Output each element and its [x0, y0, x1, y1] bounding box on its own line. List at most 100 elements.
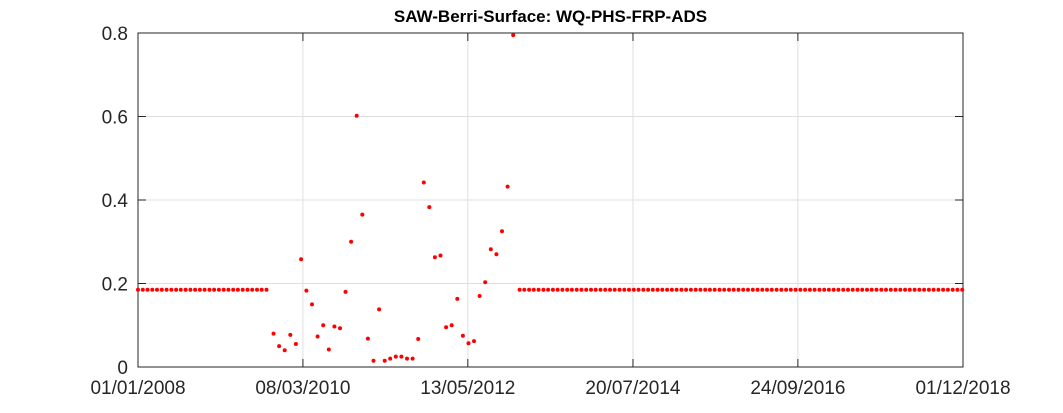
data-point — [427, 205, 432, 210]
data-point — [565, 287, 570, 292]
data-point — [855, 287, 860, 292]
data-point — [550, 287, 555, 292]
data-point — [164, 287, 169, 292]
data-point — [343, 289, 348, 294]
data-point — [288, 332, 293, 337]
data-point — [188, 287, 193, 292]
x-tick-label: 01/12/2018 — [915, 378, 1010, 399]
data-point — [560, 287, 565, 292]
data-point — [405, 356, 409, 361]
data-point — [931, 287, 936, 292]
data-point — [360, 212, 365, 217]
data-point — [941, 287, 946, 292]
data-point — [612, 287, 617, 292]
data-point — [193, 287, 198, 292]
data-point — [500, 229, 504, 234]
data-point — [517, 287, 522, 292]
data-point — [221, 287, 226, 292]
data-point — [884, 287, 888, 292]
data-point — [793, 287, 798, 292]
data-point — [869, 287, 874, 292]
data-point — [750, 287, 755, 292]
data-point — [178, 287, 183, 292]
data-point — [707, 287, 712, 292]
data-point — [477, 294, 482, 298]
data-point — [505, 184, 510, 189]
data-point — [393, 354, 398, 359]
data-point — [893, 287, 898, 292]
data-point — [444, 325, 449, 330]
data-point — [310, 302, 314, 307]
data-point — [769, 287, 774, 292]
data-point — [212, 287, 217, 292]
data-point — [674, 287, 679, 292]
data-point — [736, 287, 741, 292]
data-point — [950, 287, 955, 292]
data-point — [746, 287, 750, 292]
data-point — [388, 356, 393, 361]
axis-ticks: 01/01/2008 08/03/2010 13/05/2012 20/07/2014… — [90, 24, 1010, 399]
data-point — [898, 287, 903, 292]
data-point — [255, 287, 259, 292]
x-tick-label: 20/07/2014 — [585, 378, 681, 399]
data-point — [250, 287, 255, 292]
data-point — [650, 287, 655, 292]
data-point — [546, 287, 551, 292]
data-point — [765, 287, 769, 292]
data-points — [136, 33, 965, 363]
data-point — [240, 287, 245, 292]
data-point — [888, 287, 893, 292]
data-point — [207, 287, 212, 292]
data-point — [472, 339, 476, 344]
y-tick-label: 0.8 — [102, 24, 128, 45]
data-point — [159, 287, 164, 292]
data-point — [688, 287, 693, 292]
data-point — [202, 287, 207, 292]
data-point — [555, 287, 560, 292]
data-point — [438, 253, 443, 258]
data-point — [259, 287, 264, 292]
x-tick-label: 01/01/2008 — [90, 378, 185, 399]
data-point — [365, 336, 370, 341]
data-point — [598, 287, 603, 292]
data-point — [617, 287, 622, 292]
data-point — [460, 333, 465, 338]
data-point — [382, 358, 387, 363]
data-point — [315, 334, 320, 339]
y-tick-label: 0 — [117, 358, 128, 379]
data-point — [879, 287, 884, 292]
data-point — [282, 348, 287, 353]
data-point — [841, 287, 846, 292]
data-point — [136, 287, 140, 292]
data-point — [541, 287, 546, 292]
grid-lines — [137, 32, 964, 368]
data-point — [536, 287, 541, 292]
data-point — [140, 287, 145, 292]
data-point — [354, 113, 359, 118]
data-point — [760, 287, 765, 292]
data-point — [197, 287, 202, 292]
data-point — [803, 287, 808, 292]
data-point — [912, 287, 917, 292]
data-point — [488, 247, 493, 252]
data-point — [945, 287, 950, 292]
data-point — [579, 287, 584, 292]
data-point — [264, 287, 269, 292]
y-tick-label: 0.2 — [102, 275, 128, 296]
data-point — [741, 287, 746, 292]
data-point — [277, 344, 282, 349]
data-point — [531, 287, 536, 292]
data-point — [631, 287, 636, 292]
data-point — [788, 287, 793, 292]
data-point — [150, 287, 155, 292]
data-point — [321, 323, 326, 328]
data-point — [684, 287, 689, 292]
data-point — [589, 287, 593, 292]
data-point — [907, 287, 912, 292]
x-tick-label: 13/05/2012 — [420, 378, 515, 399]
data-point — [831, 287, 836, 292]
data-point — [798, 287, 803, 292]
data-point — [874, 287, 879, 292]
data-point — [627, 287, 631, 292]
data-point — [569, 287, 574, 292]
